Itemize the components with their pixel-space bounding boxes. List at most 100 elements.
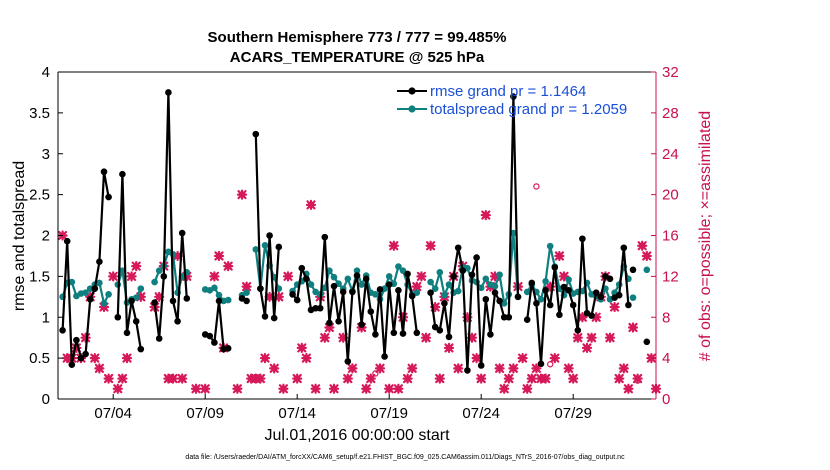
rmse-point	[390, 329, 398, 337]
obs-assimilated-point	[641, 250, 652, 262]
rmse-point	[349, 288, 356, 296]
totalspread-point	[436, 268, 444, 276]
totalspread-point	[86, 285, 94, 292]
obs-assimilated-point	[572, 332, 583, 343]
y-right-tick-label: 32	[662, 64, 679, 81]
obs-assimilated-point	[347, 363, 358, 374]
obs-assimilated-point	[255, 373, 266, 384]
totalspread-point	[132, 294, 140, 301]
x-tick-label: 07/19	[370, 405, 408, 422]
rmse-point	[105, 193, 112, 201]
totalspread-point	[372, 291, 379, 298]
obs-assimilated-point	[540, 373, 551, 384]
obs-assimilated-point	[586, 332, 597, 343]
obs-assimilated-point	[568, 373, 579, 384]
obs-assimilated-point	[103, 373, 114, 384]
rmse-point	[169, 297, 177, 305]
totalspread-point	[496, 271, 503, 279]
rmse-point	[68, 361, 76, 368]
y-right-tick-label: 12	[662, 268, 679, 285]
legend: rmse grand pr = 1.1464 totalspread grand…	[397, 83, 627, 118]
obs-assimilated-point	[522, 383, 533, 394]
totalspread-point	[353, 267, 361, 274]
obs-assimilated-point	[223, 261, 234, 272]
obs-assimilated-point	[480, 209, 491, 221]
obs-assimilated-point	[259, 353, 271, 364]
rmse-point	[537, 360, 545, 368]
totalspread-point	[96, 279, 103, 287]
totalspread-point	[565, 276, 572, 283]
obs-assimilated-point	[503, 373, 514, 384]
rmse-point	[73, 336, 80, 344]
rmse-point	[358, 321, 365, 328]
obs-assimilated-point	[526, 373, 537, 384]
obs-assimilated-point	[416, 271, 427, 282]
obs-assimilated-point	[190, 383, 202, 394]
y-left-tick-label: 2	[42, 228, 50, 245]
rmse-point	[82, 350, 89, 358]
totalspread-point	[427, 278, 434, 286]
totalspread-point	[413, 289, 421, 297]
rmse-point	[395, 286, 402, 294]
totalspread-point	[224, 296, 232, 304]
obs-assimilated-point	[301, 353, 312, 364]
rmse-point	[298, 264, 306, 272]
obs-assimilated-point	[126, 271, 137, 282]
totalspread-point	[643, 266, 651, 274]
rmse-point	[500, 313, 508, 321]
rmse-point	[96, 258, 103, 265]
rmse-point	[270, 314, 278, 322]
rmse-point	[399, 330, 407, 337]
rmse-point	[482, 295, 490, 303]
y-right-tick-label: 16	[662, 228, 679, 245]
obs-assimilated-point	[310, 383, 321, 394]
y-right-tick-label: 20	[662, 187, 679, 204]
rmse-point	[91, 285, 99, 292]
obs-assimilated-point	[209, 271, 220, 282]
rmse-point	[588, 312, 595, 319]
rmse-point	[312, 304, 319, 312]
totalspread-point	[252, 246, 260, 253]
rmse-point	[464, 367, 471, 374]
rmse-point	[339, 288, 347, 296]
rmse-point	[385, 281, 393, 288]
totalspread-point	[243, 289, 250, 297]
obs-assimilated-point	[112, 383, 123, 394]
totalspread-point	[441, 291, 448, 299]
rmse-line	[153, 91, 188, 340]
x-tick-label: 07/09	[186, 405, 224, 422]
rmse-point	[63, 237, 71, 245]
rmse-point	[77, 354, 85, 362]
rmse-point	[160, 273, 168, 280]
obs-assimilated-point	[177, 373, 188, 384]
rmse-point	[523, 316, 531, 324]
rmse-point	[408, 292, 416, 300]
rmse-point	[487, 331, 494, 338]
rmse-point	[454, 244, 462, 252]
rmse-point	[155, 335, 163, 342]
rmse-point	[592, 289, 600, 297]
rmse-point	[615, 291, 623, 299]
rmse-point	[330, 282, 338, 290]
rmse-point	[119, 170, 126, 178]
rmse-point	[381, 353, 388, 360]
totalspread-point	[137, 285, 145, 292]
rmse-point	[178, 229, 186, 237]
obs-assimilated-point	[402, 373, 413, 384]
rmse-point	[413, 329, 421, 337]
obs-assimilated-point	[494, 363, 505, 374]
obs-assimilated-point	[549, 353, 560, 364]
y-left-tick-label: 1.5	[29, 268, 50, 285]
rmse-point	[556, 311, 563, 319]
rmse-point	[183, 295, 191, 302]
rmse-point	[344, 358, 352, 365]
rmse-line	[254, 134, 280, 320]
rmse-point	[123, 329, 131, 337]
rmse-point	[625, 301, 632, 309]
rmse-point	[316, 304, 324, 312]
rmse-point	[533, 300, 540, 307]
rmse-point	[362, 275, 370, 283]
totalspread-point	[151, 278, 158, 286]
totalspread-point	[537, 295, 545, 303]
